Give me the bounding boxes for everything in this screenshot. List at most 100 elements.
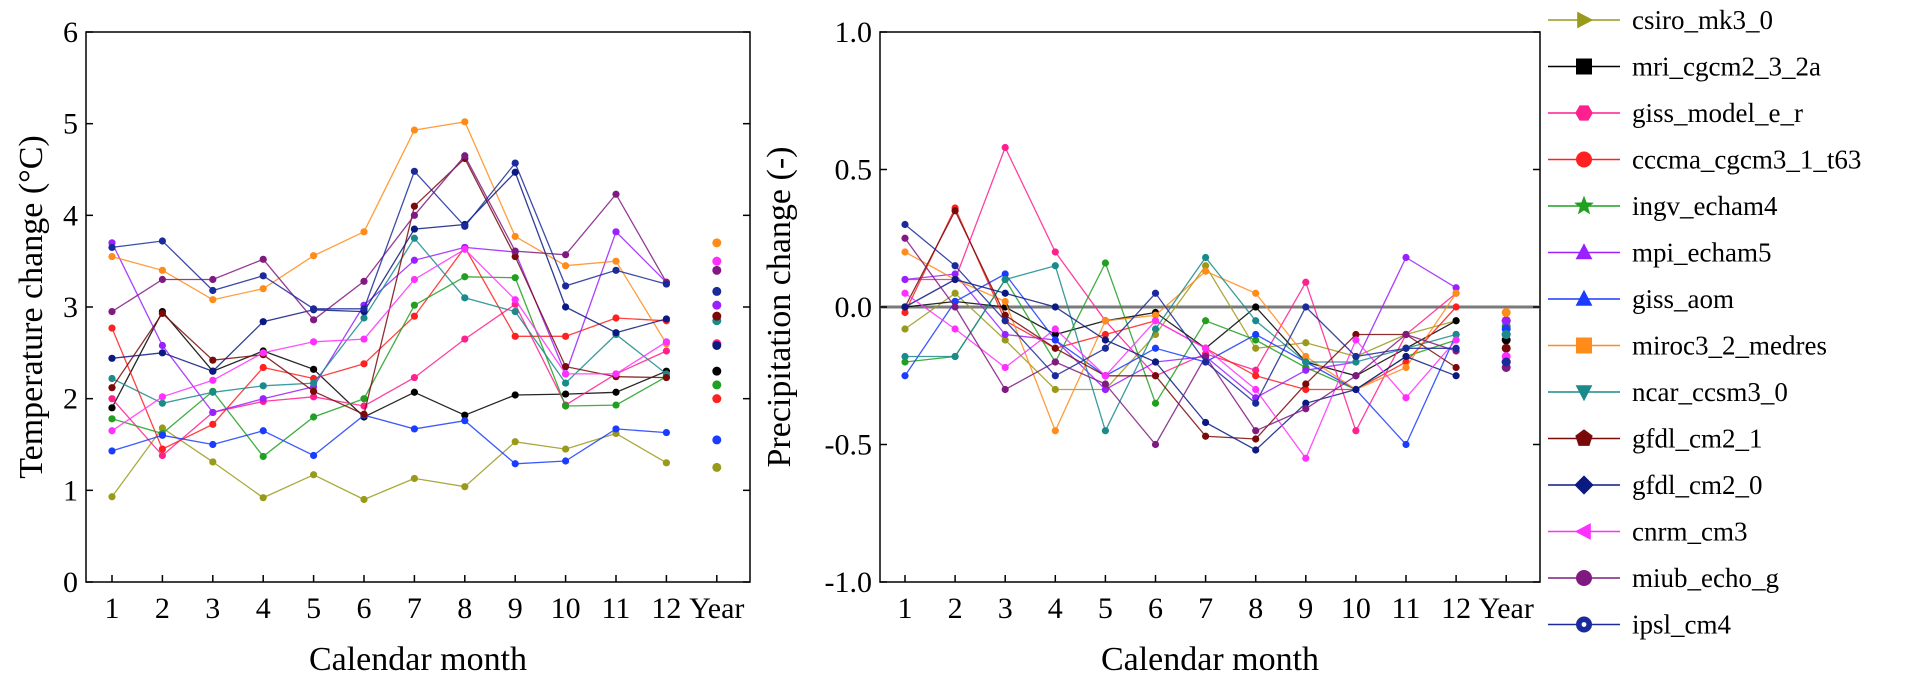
data-point-giss_aom xyxy=(1252,330,1260,339)
data-point-gfdl_cm2_1 xyxy=(1501,343,1511,353)
series-line-mri_cgcm2_3_2a xyxy=(111,310,667,418)
data-point-gfdl_cm2_0 xyxy=(1452,372,1460,380)
data-point-csiro_mk3_0 xyxy=(511,438,519,446)
legend: csiro_mk3_0 mri_cgcm2_3_2a giss_model_e_rc… xyxy=(1548,5,1861,640)
series-line-miroc3_2_medres xyxy=(111,121,667,345)
data-point-giss_aom xyxy=(662,428,671,437)
data-point-csiro_mk3_0 xyxy=(259,494,267,502)
data-point-mri_cgcm2_3_2a xyxy=(511,391,519,399)
data-point-cnrm_cm3 xyxy=(1352,336,1360,344)
data-point-cnrm_cm3 xyxy=(511,296,519,304)
data-point-miroc3_2_medres xyxy=(310,252,318,260)
data-point-csiro_mk3_0 xyxy=(108,493,116,501)
data-point-ncar_ccsm3_0 xyxy=(410,234,418,242)
data-point-cnrm_cm3 xyxy=(1452,336,1460,344)
data-point-gfdl_cm2_0 xyxy=(1252,446,1260,454)
data-point-ipsl_cm4 xyxy=(1151,289,1160,297)
legend-label: gfdl_cm2_1 xyxy=(1632,424,1762,454)
x-tick-label: 8 xyxy=(1248,592,1263,625)
data-point-gfdl_cm2_0 xyxy=(158,349,166,357)
data-point-gfdl_cm2_1 xyxy=(158,309,166,318)
legend-marker-hexagon-icon xyxy=(1575,105,1593,121)
y-tick-label: 2 xyxy=(63,383,78,416)
series-line-ipsl_cm4 xyxy=(904,223,1457,405)
legend-label: cccma_cgcm3_1_t63 xyxy=(1632,145,1861,175)
data-point-miub_echo_g xyxy=(108,307,116,316)
legend-item: gfdl_cm2_0 xyxy=(1548,470,1762,500)
data-point-gfdl_cm2_0 xyxy=(951,275,959,284)
series-line-csiro_mk3_0 xyxy=(111,427,667,501)
data-point-ipsl_cm4 xyxy=(158,237,166,245)
data-point-miroc3_2_medres xyxy=(1101,317,1109,325)
data-point-ipsl_cm4 xyxy=(1452,344,1460,352)
data-point-giss_model_e_r xyxy=(108,395,116,403)
data-point-ipsl_cm4 xyxy=(360,305,368,313)
legend-item: ingv_echam4 xyxy=(1548,191,1778,221)
temperature-x-axis-label: Calendar month xyxy=(309,641,527,678)
y-tick-label: 0.5 xyxy=(835,154,873,187)
data-point-ipsl_cm4 xyxy=(662,280,671,288)
legend-marker-triangle-left-icon xyxy=(1574,523,1591,540)
data-point-cnrm_cm3 xyxy=(1051,325,1059,333)
data-point-cnrm_cm3 xyxy=(1101,372,1109,380)
data-point-gfdl_cm2_0 xyxy=(209,367,217,375)
data-point-csiro_mk3_0 xyxy=(662,459,671,467)
data-point-miroc3_2_medres xyxy=(901,248,909,256)
series-line-gfdl_cm2_0 xyxy=(904,278,1457,451)
data-point-csiro_mk3_0 xyxy=(461,483,469,491)
precipitation-axis-ticks: -1.0-0.50.00.51.01 2 3 4 5 6 7 8 9 10 11 12 Year xyxy=(825,16,1540,625)
data-point-csiro_mk3_0 xyxy=(901,325,909,333)
data-point-gfdl_cm2_0 xyxy=(1151,358,1160,366)
data-point-csiro_mk3_0 xyxy=(158,424,166,432)
data-point-ingv_echam4 xyxy=(511,274,519,282)
series-line-gfdl_cm2_1 xyxy=(904,209,1457,440)
data-point-ipsl_cm4 xyxy=(259,272,267,280)
data-point-ipsl_cm4 xyxy=(1252,399,1260,407)
data-point-miub_echo_g xyxy=(259,255,267,263)
data-point-ipsl_cm4 xyxy=(1101,344,1109,352)
data-point-ipsl_cm4 xyxy=(209,286,217,295)
data-point-gfdl_cm2_1 xyxy=(1001,311,1009,319)
data-point-cccma_cgcm3_1_t63 xyxy=(360,360,368,368)
data-point-ncar_ccsm3_0 xyxy=(511,307,519,316)
data-point-ingv_echam4 xyxy=(360,395,368,403)
data-point-giss_aom xyxy=(461,417,469,425)
data-point-miroc3_2_medres xyxy=(1452,289,1460,297)
data-point-ingv_echam4 xyxy=(1101,259,1109,267)
data-point-ncar_ccsm3_0 xyxy=(951,352,959,361)
data-point-cnrm_cm3 xyxy=(360,335,368,343)
series-line-ncar_ccsm3_0 xyxy=(111,237,667,404)
legend-label: mpi_echam5 xyxy=(1632,238,1771,268)
data-point-miub_echo_g xyxy=(1202,352,1210,361)
data-point-miub_echo_g xyxy=(209,275,217,284)
x-tick-label: 11 xyxy=(1392,592,1421,625)
data-point-cnrm_cm3 xyxy=(209,376,217,384)
data-point-ipsl_cm4 xyxy=(1501,357,1511,367)
data-point-gfdl_cm2_1 xyxy=(712,311,722,321)
data-point-ingv_echam4 xyxy=(712,380,722,390)
data-point-mpi_echam5 xyxy=(1452,284,1460,292)
data-point-ncar_ccsm3_0 xyxy=(1101,427,1109,435)
data-point-giss_aom xyxy=(511,460,519,468)
data-point-cnrm_cm3 xyxy=(1252,385,1260,394)
data-point-gfdl_cm2_1 xyxy=(1452,363,1460,372)
x-tick-label: 12 xyxy=(651,592,681,625)
data-point-ipsl_cm4 xyxy=(461,222,469,230)
data-point-cnrm_cm3 xyxy=(562,370,570,378)
data-point-ipsl_cm4 xyxy=(511,159,519,167)
series-line-gfdl_cm2_1 xyxy=(111,157,667,416)
data-point-mpi_echam5 xyxy=(901,275,909,284)
data-point-ingv_echam4 xyxy=(461,273,469,281)
data-point-mpi_echam5 xyxy=(1402,253,1410,262)
legend-label: giss_model_e_r xyxy=(1632,98,1803,128)
data-point-ingv_echam4 xyxy=(310,413,318,421)
data-point-giss_aom xyxy=(259,427,267,435)
y-tick-label: 1 xyxy=(63,474,78,507)
legend-label: giss_aom xyxy=(1632,284,1734,314)
data-point-miub_echo_g xyxy=(1001,385,1009,394)
data-point-csiro_mk3_0 xyxy=(1302,339,1310,347)
precipitation-series-lines xyxy=(901,143,1511,462)
data-point-ingv_echam4 xyxy=(612,401,620,409)
data-point-mri_cgcm2_3_2a xyxy=(310,365,318,373)
